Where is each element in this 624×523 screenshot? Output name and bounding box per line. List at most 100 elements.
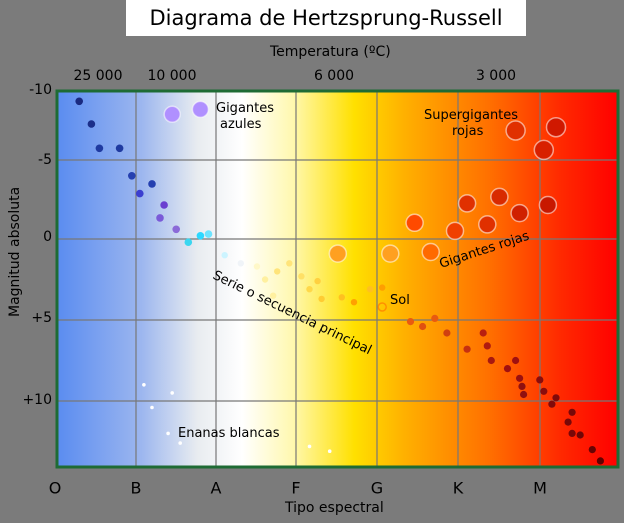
red-giants-star bbox=[421, 242, 440, 262]
white-dwarfs-star bbox=[142, 383, 146, 387]
main-sequence-red-star bbox=[419, 322, 427, 331]
white-dwarfs-star bbox=[166, 431, 170, 436]
white-dwarfs-star bbox=[307, 444, 312, 449]
main-sequence-white-star bbox=[286, 260, 293, 267]
main-sequence-blue-star bbox=[95, 144, 104, 153]
stars bbox=[75, 97, 605, 465]
main-sequence-white-star bbox=[306, 286, 313, 293]
spectral-tick: G bbox=[370, 478, 384, 498]
main-sequence-white-star bbox=[237, 260, 244, 267]
main-sequence-blue-star bbox=[75, 97, 83, 106]
main-sequence-red-star bbox=[568, 408, 576, 416]
sun-label: Sol bbox=[390, 293, 410, 308]
main-sequence-red-star bbox=[503, 365, 512, 373]
red-giants-star bbox=[445, 221, 465, 241]
main-sequence-red-star bbox=[564, 418, 572, 426]
white-dwarfs-star bbox=[178, 441, 182, 445]
main-sequence-red-star bbox=[443, 329, 451, 337]
red-giants-star bbox=[381, 244, 400, 263]
main-sequence-blue-star bbox=[136, 189, 144, 198]
plot-background bbox=[57, 91, 618, 467]
top-axis-tick: 6 000 bbox=[313, 68, 355, 84]
main-sequence-blue-star bbox=[172, 225, 180, 234]
main-sequence-red-star bbox=[576, 431, 584, 439]
spectral-tick: O bbox=[48, 478, 62, 498]
y-axis-tick: +5 bbox=[31, 310, 52, 326]
white-dwarfs-star bbox=[327, 449, 332, 454]
supergiants-label-2: rojas bbox=[452, 124, 484, 139]
main-sequence-white-star bbox=[338, 294, 345, 301]
supergiants-star bbox=[533, 139, 555, 161]
blue-giants-star bbox=[191, 100, 210, 119]
main-sequence-red-star bbox=[596, 457, 605, 465]
top-axis-tick: 3 000 bbox=[475, 68, 517, 84]
top-axis-tick: 25 000 bbox=[73, 68, 123, 84]
main-sequence-white-star bbox=[253, 263, 261, 270]
top-axis-title: Temperatura (ºC) bbox=[270, 44, 391, 60]
spectral-tick: B bbox=[130, 478, 142, 498]
main-sequence-blue-star bbox=[156, 214, 164, 222]
main-sequence-red-star bbox=[487, 356, 495, 365]
supergiants-star bbox=[545, 116, 567, 138]
y-axis-tick: -10 bbox=[29, 82, 52, 98]
supergiants-label-1: Supergigantes bbox=[424, 108, 518, 123]
main-sequence-red-star bbox=[548, 400, 556, 408]
main-sequence-blue-star bbox=[148, 180, 156, 188]
main-sequence-blue-star bbox=[204, 230, 213, 238]
main-sequence-red-star bbox=[568, 429, 576, 437]
red-giants-star bbox=[457, 194, 477, 213]
plot-frame bbox=[55, 89, 620, 469]
y-axis-tick: -5 bbox=[38, 152, 52, 168]
main-sequence-blue-star bbox=[87, 120, 96, 128]
spectral-tick: F bbox=[291, 478, 301, 498]
spectral-tick: K bbox=[452, 478, 464, 498]
white-dwarfs-star bbox=[150, 405, 154, 410]
main-sequence-blue-star bbox=[128, 172, 136, 180]
main-sequence-red-star bbox=[588, 446, 596, 454]
red-giants-star bbox=[405, 213, 424, 233]
main-sequence-white-star bbox=[261, 276, 269, 283]
main-sequence-blue-star bbox=[196, 232, 205, 240]
spectral-tick: A bbox=[210, 478, 222, 498]
main-sequence-blue-star bbox=[160, 201, 168, 209]
main-sequence-blue-star bbox=[184, 238, 193, 246]
main-sequence-white-star bbox=[379, 284, 386, 291]
y-axis-tick: 0 bbox=[43, 229, 52, 245]
blue-giants-label-2: azules bbox=[220, 117, 262, 132]
red-giants-star bbox=[510, 203, 529, 223]
main-sequence-blue-star bbox=[115, 144, 124, 153]
sun-star bbox=[377, 302, 387, 312]
main-sequence-red-star bbox=[463, 345, 471, 353]
main-sequence-red-star bbox=[406, 318, 415, 326]
main-sequence-white-star bbox=[314, 277, 321, 285]
main-sequence-white-star bbox=[350, 299, 358, 306]
grid bbox=[57, 91, 618, 467]
chart-title: Diagrama de Hertzsprung-Russell bbox=[126, 0, 526, 36]
red-giants-star bbox=[328, 244, 348, 263]
main-sequence-red-star bbox=[479, 329, 487, 337]
main-sequence-white-star bbox=[274, 268, 281, 275]
red-giants-star bbox=[538, 195, 558, 215]
main-sequence-white-star bbox=[221, 252, 228, 259]
red-giants-star bbox=[478, 215, 497, 234]
main-sequence-red-star bbox=[516, 374, 524, 382]
main-sequence-red-star bbox=[483, 342, 491, 350]
x-axis-title: Tipo espectral bbox=[285, 500, 384, 516]
white-dwarfs-star bbox=[170, 391, 174, 395]
main-sequence-red-star bbox=[540, 387, 548, 395]
blue-giants-star bbox=[163, 105, 181, 124]
main-sequence-red-star bbox=[520, 390, 528, 399]
main-sequence-red-star bbox=[518, 382, 526, 390]
main-sequence-white-star bbox=[318, 295, 325, 303]
main-sequence-red-star bbox=[536, 376, 544, 384]
spectral-tick: M bbox=[533, 478, 547, 498]
top-axis-tick: 10 000 bbox=[147, 68, 197, 84]
main-sequence-white-star bbox=[270, 292, 277, 299]
white-dwarfs-label: Enanas blancas bbox=[178, 426, 280, 441]
main-sequence-white-star bbox=[366, 286, 374, 293]
blue-giants-label-1: Gigantes bbox=[216, 101, 274, 116]
supergiants-star bbox=[505, 120, 526, 141]
main-sequence-red-star bbox=[552, 394, 560, 402]
main-sequence-white-star bbox=[298, 273, 305, 280]
